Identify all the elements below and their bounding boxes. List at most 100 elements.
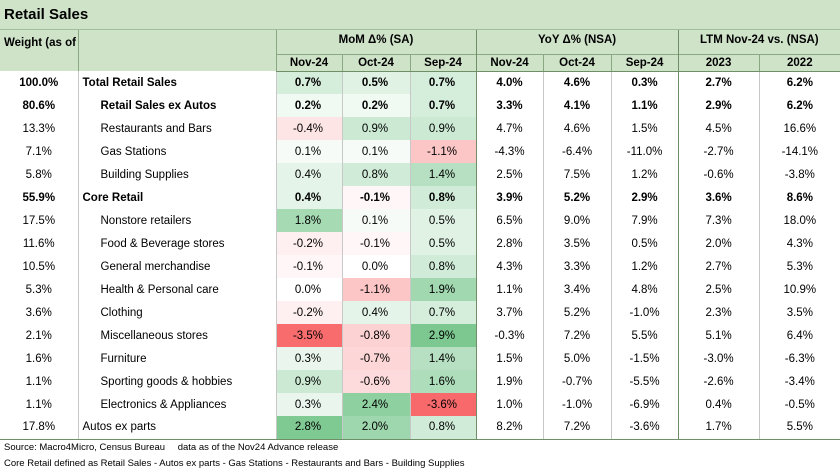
mom-cell: -0.4% — [275, 117, 342, 140]
mom-cell: -0.6% — [341, 370, 410, 393]
yoy-cell: 4.3% — [475, 255, 544, 278]
yoy-cell: -3.6% — [610, 416, 679, 440]
yoy-cell: 1.9% — [475, 370, 544, 393]
category-label: Miscellaneous stores — [77, 324, 276, 347]
yoy-cell: 5.5% — [610, 324, 679, 347]
yoy-cell: 1.1% — [475, 278, 544, 301]
yoy-cell: 4.6% — [542, 117, 612, 140]
table-row: 5.3% Health & Personal care 0.0% -1.1% 1.9% 1… — [0, 278, 840, 301]
ltm-cell: 5.5% — [758, 416, 840, 440]
mom-cell: 0.1% — [341, 140, 410, 163]
category-label: Restaurants and Bars — [77, 117, 276, 140]
mom-cell: 0.4% — [275, 186, 342, 209]
ltm-cell: 6.4% — [758, 324, 840, 347]
ltm-cell: 7.3% — [677, 209, 760, 232]
yoy-cell: -5.5% — [610, 370, 679, 393]
ltm-group-header: LTM Nov-24 vs. (NSA) — [677, 30, 840, 54]
mom-cell: 2.4% — [341, 393, 410, 416]
mom-cell: 0.7% — [409, 301, 477, 324]
mom-cell: -0.2% — [275, 301, 342, 324]
ltm-cell: -2.7% — [677, 140, 760, 163]
yoy-cell: 4.1% — [542, 94, 612, 117]
mom-cell: 0.4% — [341, 301, 410, 324]
yoy-cell: 5.0% — [542, 347, 612, 370]
table-row: 100.0% Total Retail Sales 0.7% 0.5% 0.7% 4.0%… — [0, 71, 840, 94]
category-label: Nonstore retailers — [77, 209, 276, 232]
yoy-cell: 9.0% — [542, 209, 612, 232]
yoy-cell: 2.5% — [475, 163, 544, 186]
ltm-cell: 2.5% — [677, 278, 760, 301]
weight-cell: 2.1% — [25, 329, 52, 342]
category-label: Sporting goods & hobbies — [77, 370, 276, 393]
mom-cell: 0.8% — [409, 186, 477, 209]
mom-cell: 0.1% — [275, 140, 342, 163]
weight-cell: 11.6% — [22, 237, 55, 250]
ltm-cell: 6.2% — [758, 94, 840, 117]
yoy-cell: 2.9% — [610, 186, 679, 209]
weight-cell: 1.6% — [25, 352, 52, 365]
mom-cell: 1.6% — [409, 370, 477, 393]
mom-cell: -1.1% — [409, 140, 477, 163]
mom-cell: 2.9% — [409, 324, 477, 347]
ltm-cell: 2.7% — [677, 71, 760, 94]
yoy-cell: -0.7% — [542, 370, 612, 393]
table-row: 11.6% Food & Beverage stores -0.2% -0.1% 0.5… — [0, 232, 840, 255]
mom-group-header: MoM Δ% (SA) — [275, 30, 477, 54]
mom-cell: -0.1% — [275, 255, 342, 278]
yoy-cell: 3.9% — [475, 186, 544, 209]
ltm-cell: 2.3% — [677, 301, 760, 324]
mom-cell: 1.4% — [409, 163, 477, 186]
mom-col-header: Nov-24 — [275, 53, 342, 72]
mom-cell: 0.3% — [275, 347, 342, 370]
ltm-cell: 3.5% — [758, 301, 840, 324]
mom-cell: 0.1% — [341, 209, 410, 232]
table-row: 55.9% Core Retail 0.4% -0.1% 0.8% 3.9% 5.2% 2.9… — [0, 186, 840, 209]
ltm-cell: 3.6% — [677, 186, 760, 209]
yoy-cell: -4.3% — [475, 140, 544, 163]
mom-cell: 0.5% — [409, 209, 477, 232]
mom-cell: 2.0% — [341, 416, 410, 440]
weight-cell: 1.1% — [25, 375, 52, 388]
weight-header: Weight (as of Nov 24) — [0, 30, 78, 71]
yoy-cell: 4.6% — [542, 71, 612, 94]
table-row: 7.1% Gas Stations 0.1% 0.1% -1.1% -4.3% -6.4% -… — [0, 140, 840, 163]
ltm-cell: -0.5% — [758, 393, 840, 416]
weight-cell: 55.9% — [22, 191, 56, 204]
category-label: Retail Sales ex Autos — [77, 94, 276, 117]
yoy-cell: -1.0% — [610, 301, 679, 324]
yoy-cell: 3.3% — [542, 255, 612, 278]
mom-cell: -3.5% — [275, 324, 342, 347]
mom-cell: -1.1% — [341, 278, 410, 301]
yoy-group-header: YoY Δ% (NSA) — [475, 30, 679, 54]
table-row: 1.1% Sporting goods & hobbies 0.9% -0.6% 1.6… — [0, 370, 840, 393]
yoy-cell: 1.0% — [475, 393, 544, 416]
table-row: 17.8% Autos ex parts 2.8% 2.0% 0.8% 8.2% 7.2% -… — [0, 416, 840, 440]
table-row: 1.6% Furniture 0.3% -0.7% 1.4% 1.5% 5.0% -1.5% -… — [0, 347, 840, 370]
category-label: Total Retail Sales — [77, 71, 276, 94]
mom-cell: 0.3% — [275, 393, 342, 416]
yoy-cell: 1.2% — [610, 163, 679, 186]
mom-col-header: Oct-24 — [341, 53, 410, 72]
ltm-cell: -3.4% — [758, 370, 840, 393]
yoy-col-header: Nov-24 — [475, 53, 544, 72]
yoy-cell: 0.5% — [610, 232, 679, 255]
yoy-cell: 4.0% — [475, 71, 544, 94]
weight-cell: 10.5% — [22, 260, 56, 273]
yoy-cell: 3.7% — [475, 301, 544, 324]
yoy-cell: -11.0% — [610, 140, 679, 163]
ltm-cell: 10.9% — [758, 278, 840, 301]
mom-col-header: Sep-24 — [409, 53, 477, 72]
ltm-cell: -0.6% — [677, 163, 760, 186]
category-label: Autos ex parts — [77, 416, 276, 440]
weight-cell: 80.6% — [22, 99, 56, 112]
yoy-cell: 6.5% — [475, 209, 544, 232]
mom-cell: 0.0% — [275, 278, 342, 301]
ltm-cell: 2.9% — [677, 94, 760, 117]
yoy-cell: -1.5% — [610, 347, 679, 370]
mom-cell: 0.9% — [409, 117, 477, 140]
ltm-cell: 1.7% — [677, 416, 760, 440]
ltm-cell: 5.1% — [677, 324, 760, 347]
table-row: 1.1% Electronics & Appliances 0.3% 2.4% -3.6… — [0, 393, 840, 416]
table-row: 80.6% Retail Sales ex Autos 0.2% 0.2% 0.7% 3.… — [0, 94, 840, 117]
mom-cell: -0.8% — [341, 324, 410, 347]
